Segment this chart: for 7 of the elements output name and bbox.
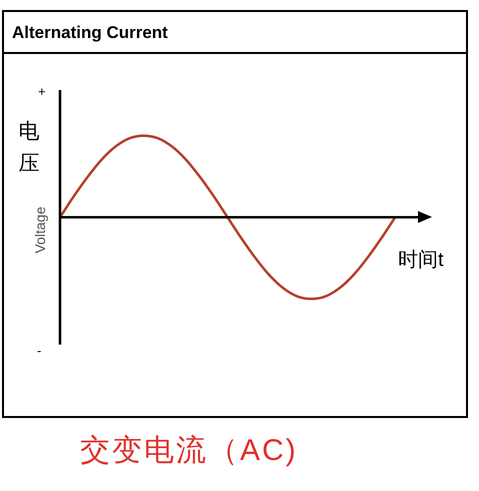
x-axis-title: 时间t [398, 248, 444, 273]
text: + [38, 84, 46, 99]
text: 电压 [18, 119, 40, 177]
text: - [37, 343, 42, 358]
chart-title: Alternating Current [12, 23, 168, 42]
text: 交变电流（AC) [80, 433, 298, 469]
y-axis-title: Voltage [32, 206, 48, 254]
